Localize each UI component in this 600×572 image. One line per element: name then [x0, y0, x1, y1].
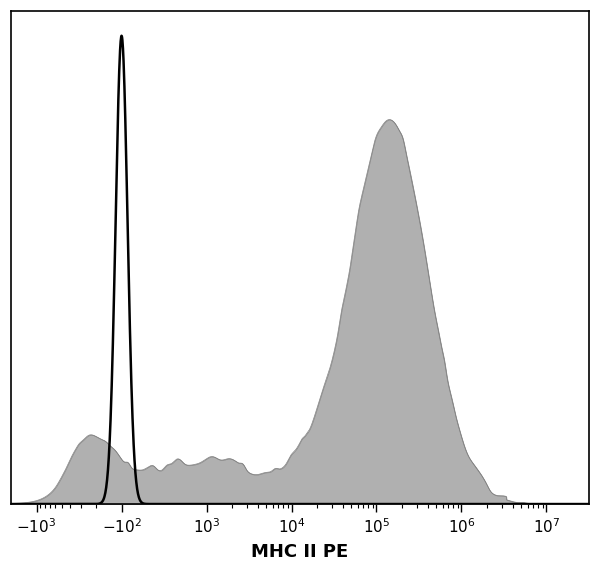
- X-axis label: MHC II PE: MHC II PE: [251, 543, 349, 561]
